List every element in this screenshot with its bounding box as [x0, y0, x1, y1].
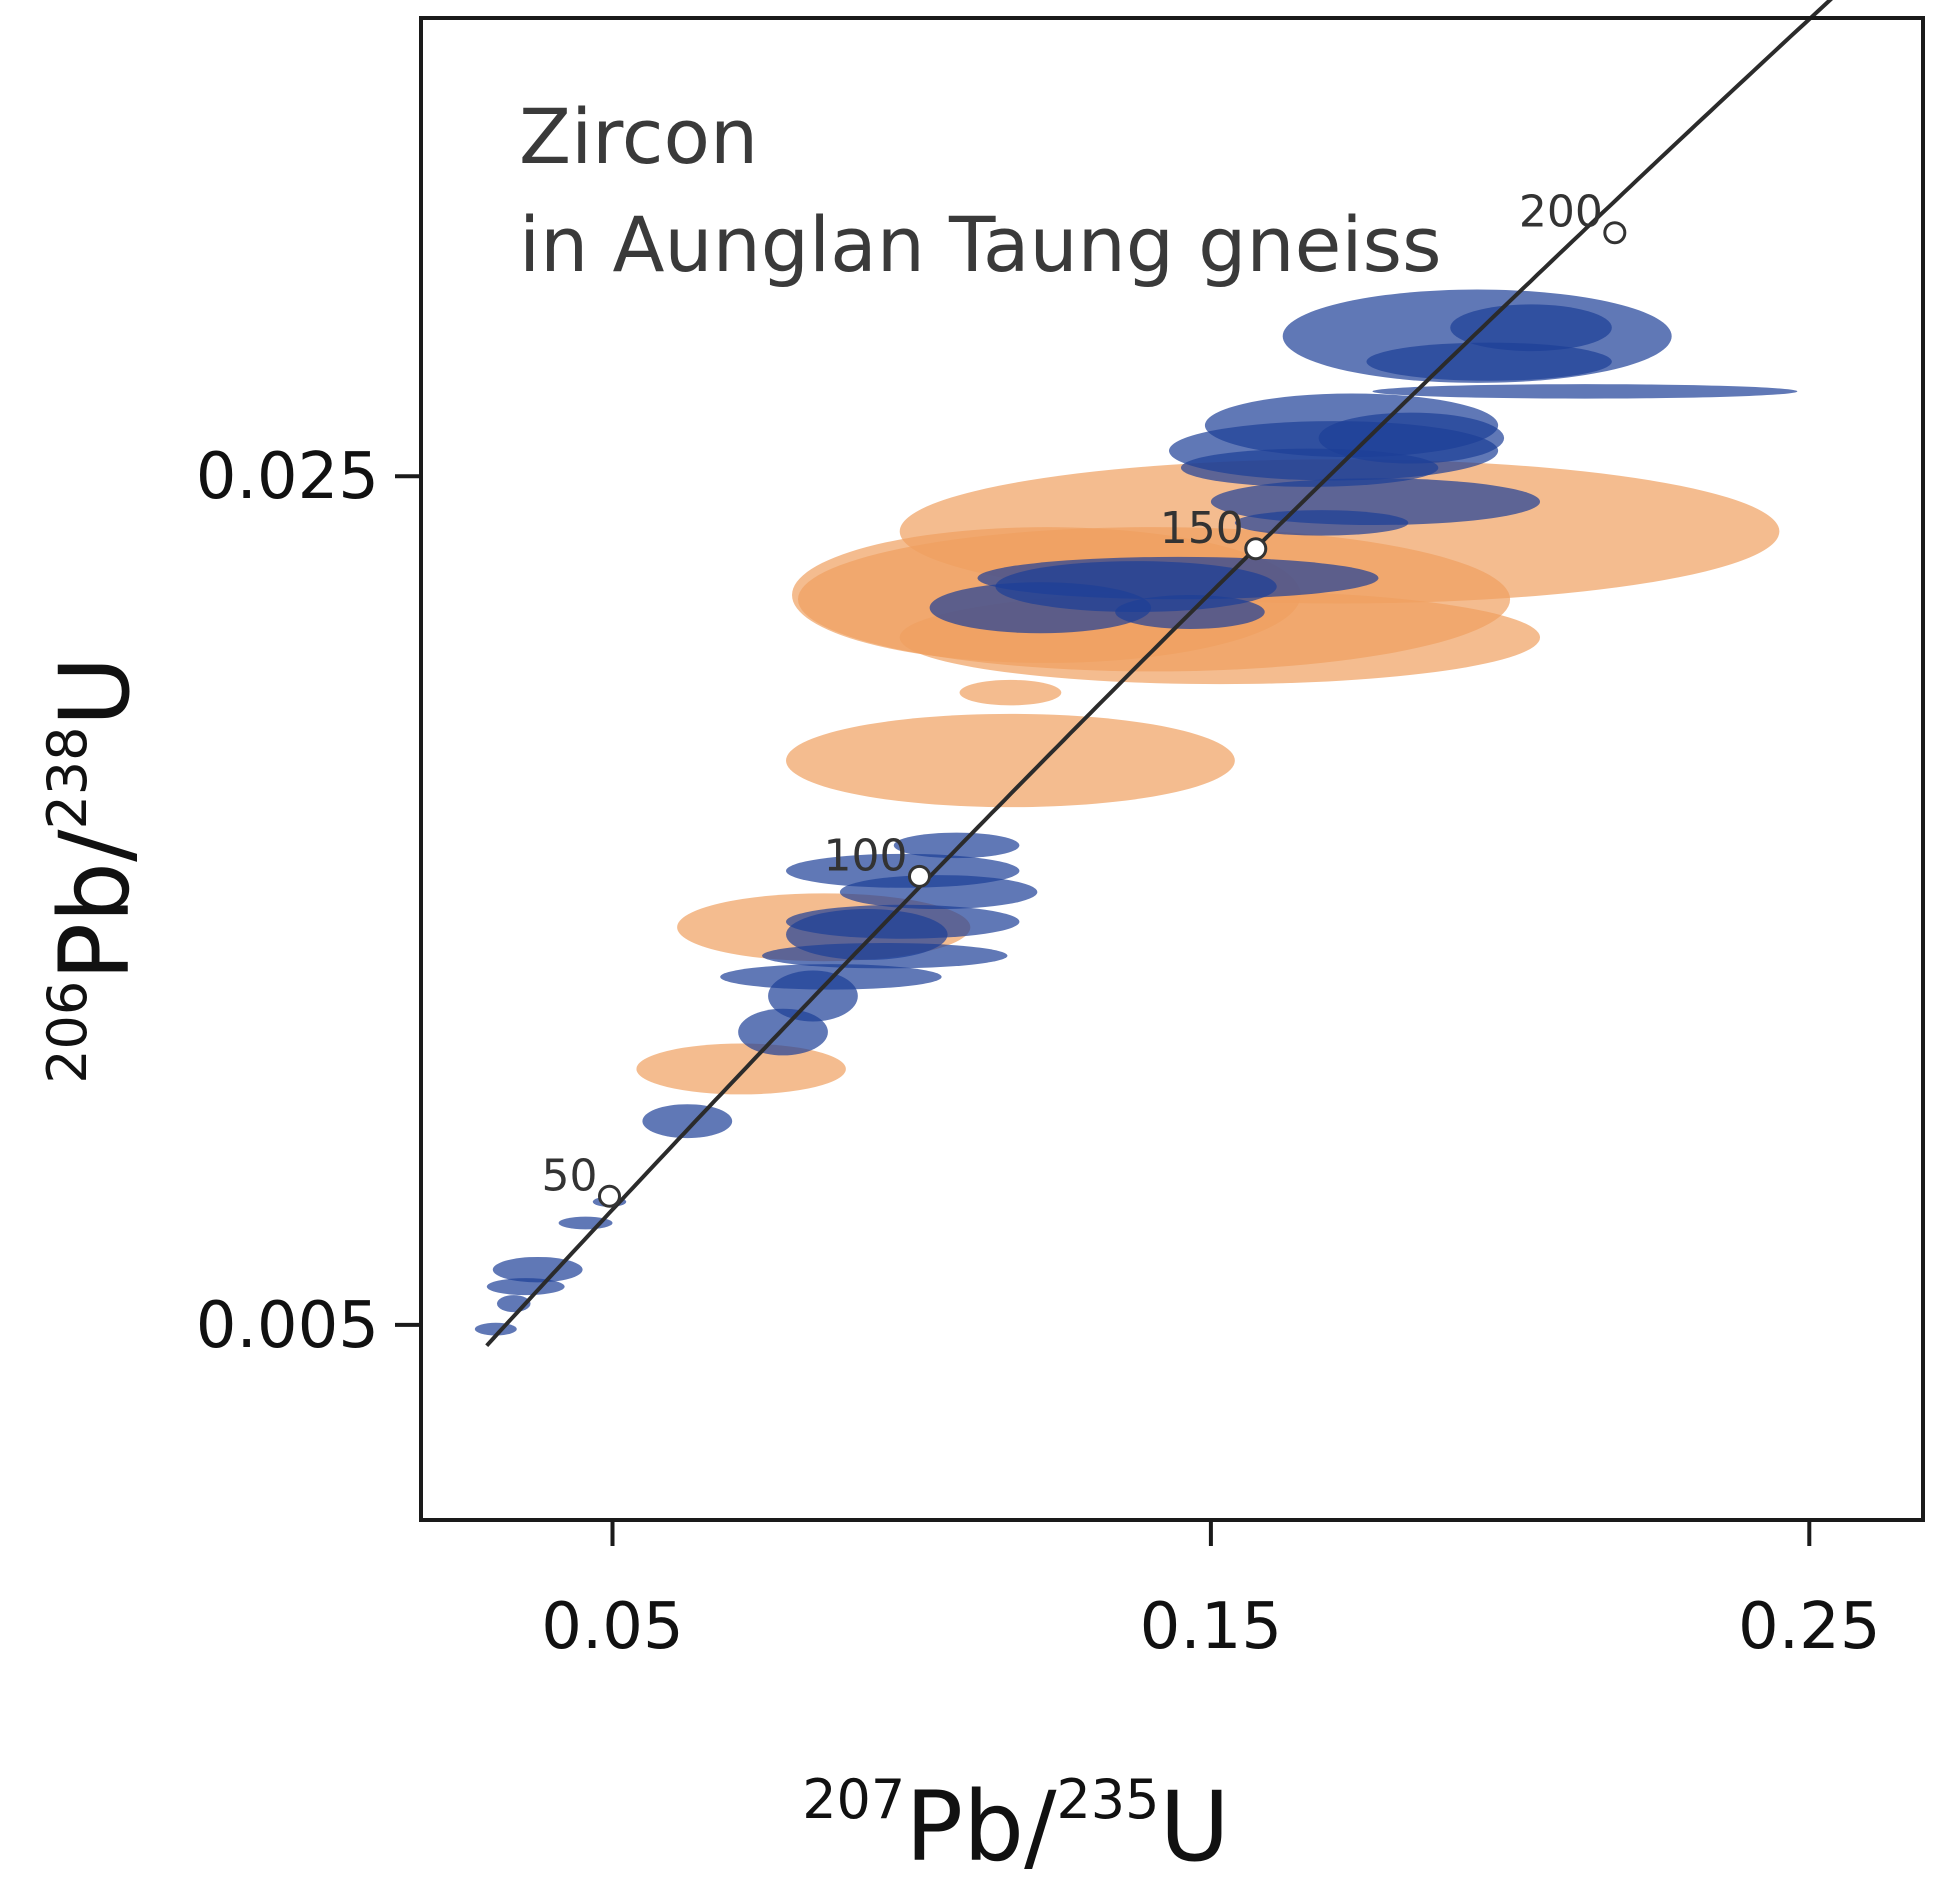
y-axis-title-sup: 238 [36, 726, 99, 829]
error-ellipse-s0-7 [959, 679, 1062, 706]
x-tick-label-0.15: 0.15 [1140, 1590, 1283, 1664]
error-ellipse-s1-22 [738, 1008, 828, 1056]
y-axis-title-end: U [39, 656, 151, 726]
error-ellipse-s1-9 [1234, 510, 1409, 536]
age-marker-label-50: 50 [541, 1150, 597, 1201]
chart-title-line-2: in Aunglan Taung gneiss [519, 200, 1442, 289]
x-tick-label-0.05: 0.05 [541, 1590, 684, 1664]
error-ellipse-s1-27 [486, 1278, 565, 1296]
y-axis-title-main: Pb/ [39, 829, 151, 981]
age-marker-label-150: 150 [1160, 503, 1244, 554]
error-ellipse-s1-1 [1450, 304, 1612, 352]
concordia-curve-group [485, 0, 1833, 1348]
chart-title-line-1: Zircon [519, 92, 758, 181]
y-axis-title-pre: 206 [36, 981, 99, 1084]
age-marker-200 [1603, 221, 1627, 245]
y-tick-label-0.025: 0.025 [196, 440, 379, 514]
age-marker-150 [1244, 537, 1268, 561]
age-markers: 50 100 150 200 [541, 187, 1627, 1208]
x-axis-title-sup: 235 [1056, 1768, 1159, 1831]
age-marker-label-200: 200 [1519, 187, 1603, 238]
error-ellipse-s1-13 [929, 582, 1152, 634]
x-axis-title-main: Pb/ [905, 1771, 1057, 1883]
error-ellipse-s0-6 [636, 1043, 846, 1095]
y-tick-label-0.005: 0.005 [196, 1289, 379, 1363]
x-axis-title: 207Pb/235U [802, 1768, 1230, 1883]
error-ellipse-s1-7 [1180, 448, 1439, 487]
concordia-curve [485, 0, 1833, 1348]
x-axis-title-end: U [1160, 1771, 1230, 1883]
error-ellipse-s1-19 [762, 942, 1008, 969]
age-marker-50 [597, 1184, 621, 1208]
error-ellipse-s1-3 [1372, 384, 1798, 399]
age-marker-100 [907, 864, 931, 888]
plot-frame [419, 16, 1925, 1522]
error-ellipse-s0-4 [786, 713, 1235, 808]
error-ellipse-s1-16 [839, 875, 1038, 910]
x-tick-label-0.25: 0.25 [1738, 1590, 1881, 1664]
error-ellipses [474, 289, 1798, 1336]
error-ellipse-s1-2 [1366, 342, 1612, 381]
axis-ticks: 0.05 0.15 0.25 0.005 0.025 [196, 440, 1881, 1664]
error-ellipse-s1-14 [893, 832, 1020, 859]
error-ellipse-s1-23 [642, 1104, 733, 1139]
y-axis-title: 206Pb/238U [36, 656, 151, 1084]
age-marker-label-100: 100 [823, 830, 907, 881]
x-axis-title-pre: 207 [802, 1768, 905, 1831]
